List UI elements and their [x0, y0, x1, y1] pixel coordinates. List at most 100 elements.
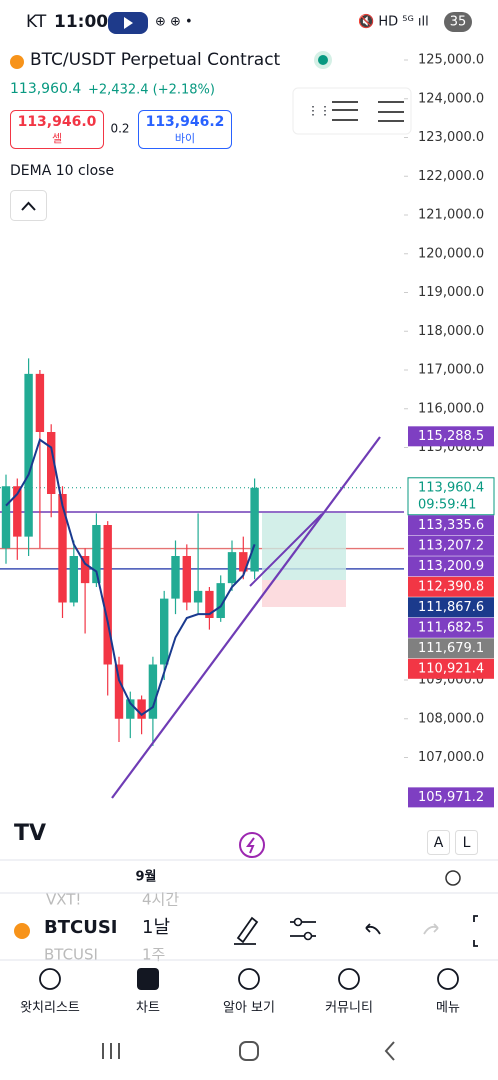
buy-price: 113,946.2: [146, 114, 225, 130]
candle-body: [114, 664, 124, 719]
sell-button[interactable]: [10, 110, 104, 149]
stop-zone: [262, 580, 346, 607]
y-tick-label: 107,000.0: [418, 750, 484, 765]
trendline: [111, 436, 381, 799]
candle-body: [126, 699, 135, 719]
knob: [293, 917, 303, 927]
price-badge: [408, 658, 494, 679]
y-tick-label: 118,000.0: [418, 324, 484, 339]
nav-label[interactable]: 차트: [136, 1001, 160, 1016]
price-badge: [408, 617, 494, 638]
status-icons: 🔇 HD ⁵ᴳ ıll: [358, 14, 429, 30]
nav-icon: [238, 968, 260, 990]
sys-back[interactable]: [384, 1041, 395, 1061]
settings-icon[interactable]: [445, 870, 461, 886]
y-tick-label: 123,000.0: [418, 130, 484, 145]
clock: 11:00: [54, 12, 108, 32]
draw-icon[interactable]: [234, 916, 259, 945]
flash-button[interactable]: [239, 832, 265, 858]
price-badge-label: 115,288.5: [418, 429, 484, 444]
bottom-nav: 왓치리스트 차트 알아 보기 커뮤니티 메뉴: [20, 968, 460, 1016]
candle-body: [205, 590, 214, 618]
nav-icon: [338, 968, 360, 990]
collapse-button[interactable]: [10, 190, 47, 221]
dema-line: [5, 438, 256, 717]
y-tick-label: 108,000.0: [418, 711, 484, 726]
nav-label[interactable]: 알아 보기: [223, 1001, 275, 1016]
symbol: BTC/USDT Perpetual Contract: [30, 50, 281, 70]
nav-icon: [137, 968, 159, 990]
buy-button[interactable]: [138, 110, 232, 149]
price-badge-label: 113,960.4: [418, 480, 484, 495]
price-badge-label: 113,335.6: [418, 518, 484, 533]
behind-3: BTCUSI: [44, 946, 98, 964]
tool-2[interactable]: [378, 101, 404, 122]
spread: 0.2: [110, 122, 129, 136]
auto-button[interactable]: [427, 830, 450, 855]
indicator-icon[interactable]: [290, 921, 316, 937]
sys-home[interactable]: [239, 1041, 259, 1061]
nav-label[interactable]: 왓치리스트: [20, 1001, 80, 1016]
price-badge-label: 113,200.9: [418, 559, 484, 574]
toolbar-interval[interactable]: 1날: [142, 917, 170, 938]
price-badge: [408, 787, 494, 808]
behind-2: 4시간: [142, 891, 179, 909]
price-badge-label: 112,390.8: [418, 579, 484, 594]
y-tick-label: 125,000.0: [418, 53, 484, 68]
undo[interactable]: [365, 923, 381, 935]
price-badge-label: 110,921.4: [418, 661, 484, 676]
price-badge-label: 105,971.2: [418, 790, 484, 805]
y-tick-label: 122,000.0: [418, 169, 484, 184]
redo[interactable]: [423, 923, 439, 935]
behind-4: 1주: [142, 946, 165, 964]
nav-label[interactable]: 커뮤니티: [325, 1001, 373, 1016]
sell-label: 셀: [52, 132, 62, 145]
price-scale: 115,288.5 113,960.4 09:59:41 113,335.6 113,2…: [407, 426, 495, 808]
sys-recent[interactable]: [102, 1043, 120, 1059]
price-badge: [407, 477, 495, 516]
price-badge: [408, 597, 494, 618]
candle-body: [103, 525, 112, 665]
candle-body: [80, 556, 90, 584]
tool-1[interactable]: [332, 101, 358, 121]
auto-label: A: [434, 835, 444, 851]
target-zone: [262, 513, 346, 580]
candle-body: [148, 664, 158, 719]
toolbar-symbol[interactable]: BTCUSI: [44, 917, 118, 938]
battery-text: 35: [450, 15, 467, 30]
candle-body: [216, 583, 225, 618]
knob: [303, 931, 313, 941]
candle-body: [24, 373, 33, 537]
y-tick-label: 121,000.0: [418, 208, 484, 223]
log-button[interactable]: [455, 830, 478, 855]
change: +2,432.4 (+2.18%): [88, 83, 215, 98]
trendline-2: [249, 513, 323, 587]
candle-body: [160, 598, 169, 665]
y-tick-label: 117,000.0: [418, 363, 484, 378]
fullscreen[interactable]: [473, 915, 478, 947]
candle-body: [239, 552, 248, 572]
nav-label[interactable]: 메뉴: [436, 1001, 460, 1016]
candle-body: [69, 556, 78, 603]
candle-body: [13, 486, 22, 537]
price-badge: [408, 638, 494, 659]
log-label: L: [463, 835, 471, 851]
price-badge-label: 111,682.5: [418, 620, 484, 635]
candle-body: [193, 590, 203, 603]
nav-icon: [39, 968, 61, 990]
y-tick-label: 124,000.0: [418, 91, 484, 106]
nav-icon: [437, 968, 459, 990]
y-tick-label: 120,000.0: [418, 246, 484, 261]
y-tick-label: 116,000.0: [418, 401, 484, 416]
buy-label: 바이: [175, 132, 195, 145]
behind-1: VXT!: [46, 891, 81, 909]
btc-icon-2: [14, 923, 30, 939]
carrier: KT: [26, 12, 47, 32]
btc-icon: [10, 55, 24, 69]
drawing-tools: [292, 87, 412, 135]
candle-body: [137, 699, 146, 719]
candle-body: [92, 525, 101, 584]
battery: [444, 12, 472, 32]
